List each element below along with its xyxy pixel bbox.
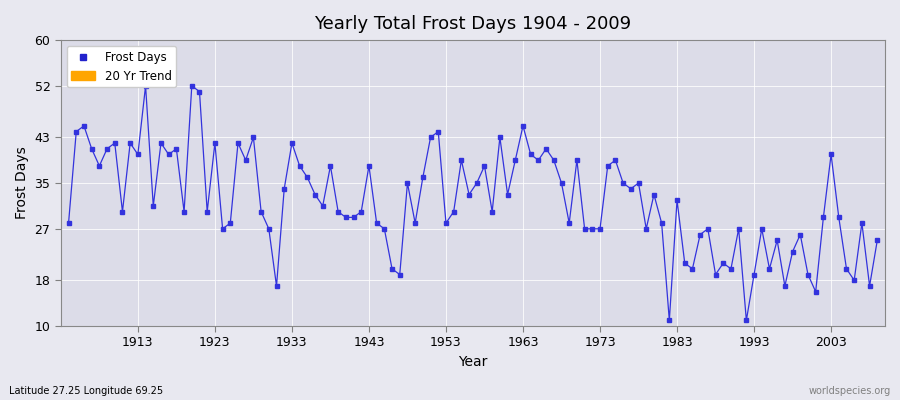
Y-axis label: Frost Days: Frost Days bbox=[15, 147, 29, 220]
Title: Yearly Total Frost Days 1904 - 2009: Yearly Total Frost Days 1904 - 2009 bbox=[314, 15, 632, 33]
Text: Latitude 27.25 Longitude 69.25: Latitude 27.25 Longitude 69.25 bbox=[9, 386, 163, 396]
Text: worldspecies.org: worldspecies.org bbox=[809, 386, 891, 396]
X-axis label: Year: Year bbox=[458, 355, 488, 369]
Legend: Frost Days, 20 Yr Trend: Frost Days, 20 Yr Trend bbox=[67, 46, 176, 87]
